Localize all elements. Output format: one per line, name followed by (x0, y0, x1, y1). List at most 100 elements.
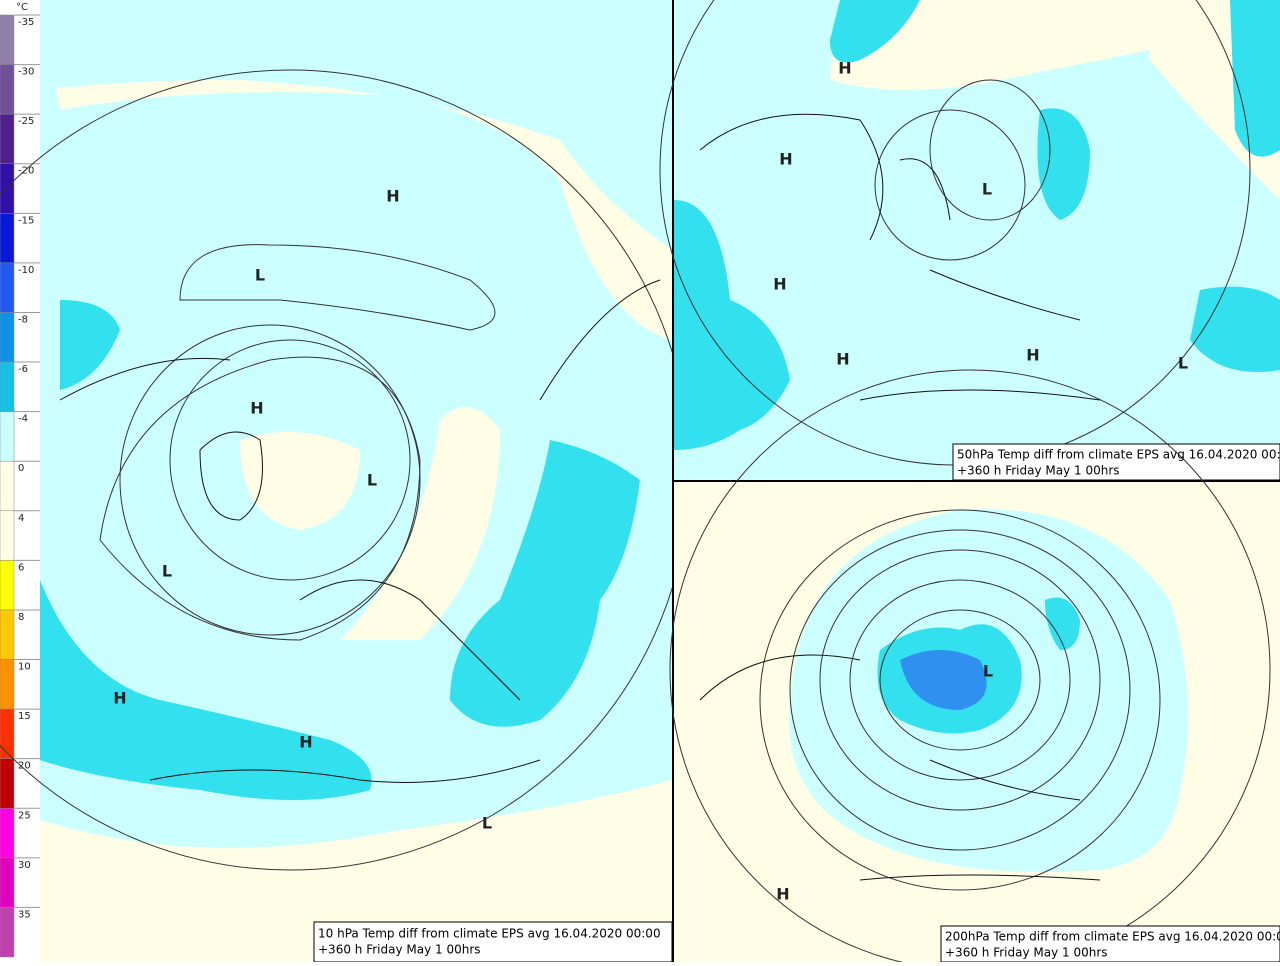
legend-swatch (0, 14, 15, 65)
pressure-label: L (982, 180, 992, 199)
pressure-label: H (299, 733, 312, 752)
legend-swatch (0, 312, 15, 363)
legend: -35 -30 -25 -20 -15 -10 -8 -6 -4 0 4 6 8 10 15 20 25 30 35 (0, 14, 40, 958)
divider (672, 0, 674, 962)
legend-swatch (0, 411, 15, 462)
pressure-label: L (162, 562, 172, 581)
warm-area (674, 0, 1200, 90)
legend-label: -20 (18, 166, 34, 177)
legend-label: 0 (18, 463, 24, 474)
pressure-label: H (1026, 346, 1039, 365)
map-boundary (669, 369, 1271, 966)
pressure-label: L (1178, 354, 1188, 373)
legend-label: 6 (18, 562, 24, 573)
warm-area (40, 780, 672, 962)
coastline (59, 279, 661, 783)
legend-swatch (0, 808, 15, 859)
panel-50hpa (659, 0, 1280, 481)
panel-10hpa (0, 0, 691, 963)
cold-area (40, 580, 372, 800)
pressure-label: L (255, 266, 265, 285)
pressure-label: L (367, 471, 377, 490)
panel-caption: 50hPa Temp diff from climate EPS avg 16.… (957, 448, 1280, 462)
legend-swatch (0, 659, 15, 710)
panel-caption: +360 h Friday May 1 00hrs (945, 946, 1108, 960)
colder-area (900, 650, 987, 710)
cold-area (1230, 0, 1280, 157)
legend-label: -10 (18, 265, 34, 276)
pressure-label: H (776, 885, 789, 904)
legend-swatch (0, 510, 15, 561)
legend-label: 25 (18, 810, 31, 821)
contour (759, 509, 1161, 891)
legend-label: 35 (18, 909, 31, 920)
warm-area (240, 432, 360, 530)
contour (169, 339, 411, 581)
caption-box (952, 443, 1280, 481)
legend-swatch (0, 64, 15, 115)
legend-label: 10 (18, 662, 31, 673)
contour (99, 356, 421, 641)
caption-box (940, 925, 1280, 963)
legend-label: 4 (18, 513, 24, 524)
pressure-label: H (386, 187, 399, 206)
pressure-label: L (983, 662, 993, 681)
coastline (699, 654, 1101, 881)
pressure-label: L (482, 814, 492, 833)
pressure-label: H (838, 59, 851, 78)
contour (789, 529, 1131, 851)
pressure-label: H (113, 689, 126, 708)
pressure-label: H (836, 350, 849, 369)
coastline (699, 113, 1101, 401)
legend-swatch (0, 609, 15, 660)
legend-label: -8 (18, 314, 28, 325)
contour (929, 79, 1051, 221)
legend-swatch (0, 262, 15, 313)
contour (879, 609, 1041, 751)
warm-area (340, 407, 500, 640)
legend-label: -30 (18, 67, 34, 78)
legend-label: 15 (18, 711, 31, 722)
cold-area (450, 440, 640, 727)
pressure-label: H (250, 399, 263, 418)
panel-caption: 200hPa Temp diff from climate EPS avg 16… (945, 930, 1280, 944)
legend-swatch (0, 708, 15, 759)
contour (874, 109, 1026, 261)
legend-swatch (0, 460, 15, 512)
contour (849, 579, 1071, 781)
legend-swatch (0, 361, 15, 412)
cold-area (830, 0, 920, 63)
legend-label: -15 (18, 215, 34, 226)
legend-swatch (0, 907, 15, 958)
caption-box (313, 921, 673, 963)
cold-area (1045, 597, 1080, 650)
cold-area (60, 300, 120, 390)
legend-swatch (0, 113, 15, 164)
panel-caption: +360 h Friday May 1 00hrs (318, 943, 481, 957)
panel-200hpa (669, 369, 1280, 966)
contour (119, 324, 421, 636)
cold-area (1037, 108, 1090, 220)
legend-label: -35 (18, 17, 34, 28)
cool-area (40, 0, 672, 250)
contour (819, 549, 1101, 811)
legend-label: 20 (18, 761, 31, 772)
legend-label: 30 (18, 860, 31, 871)
legend-swatch (0, 163, 15, 214)
cold-area (1190, 286, 1280, 372)
panel-caption: 10 hPa Temp diff from climate EPS avg 16… (318, 927, 661, 941)
cold-area (674, 200, 790, 450)
contour (179, 244, 496, 331)
pressure-label: H (779, 150, 792, 169)
divider (674, 480, 1280, 482)
pressure-label: H (773, 275, 786, 294)
legend-swatch (0, 758, 15, 809)
legend-swatch (0, 857, 15, 908)
legend-label: 8 (18, 612, 24, 623)
legend-swatch (0, 213, 15, 264)
legend-label: -25 (18, 116, 34, 127)
legend-label: -4 (18, 414, 28, 425)
legend-unit: °C (16, 2, 28, 13)
legend-swatch (0, 560, 15, 611)
legend-label: -6 (18, 364, 28, 375)
